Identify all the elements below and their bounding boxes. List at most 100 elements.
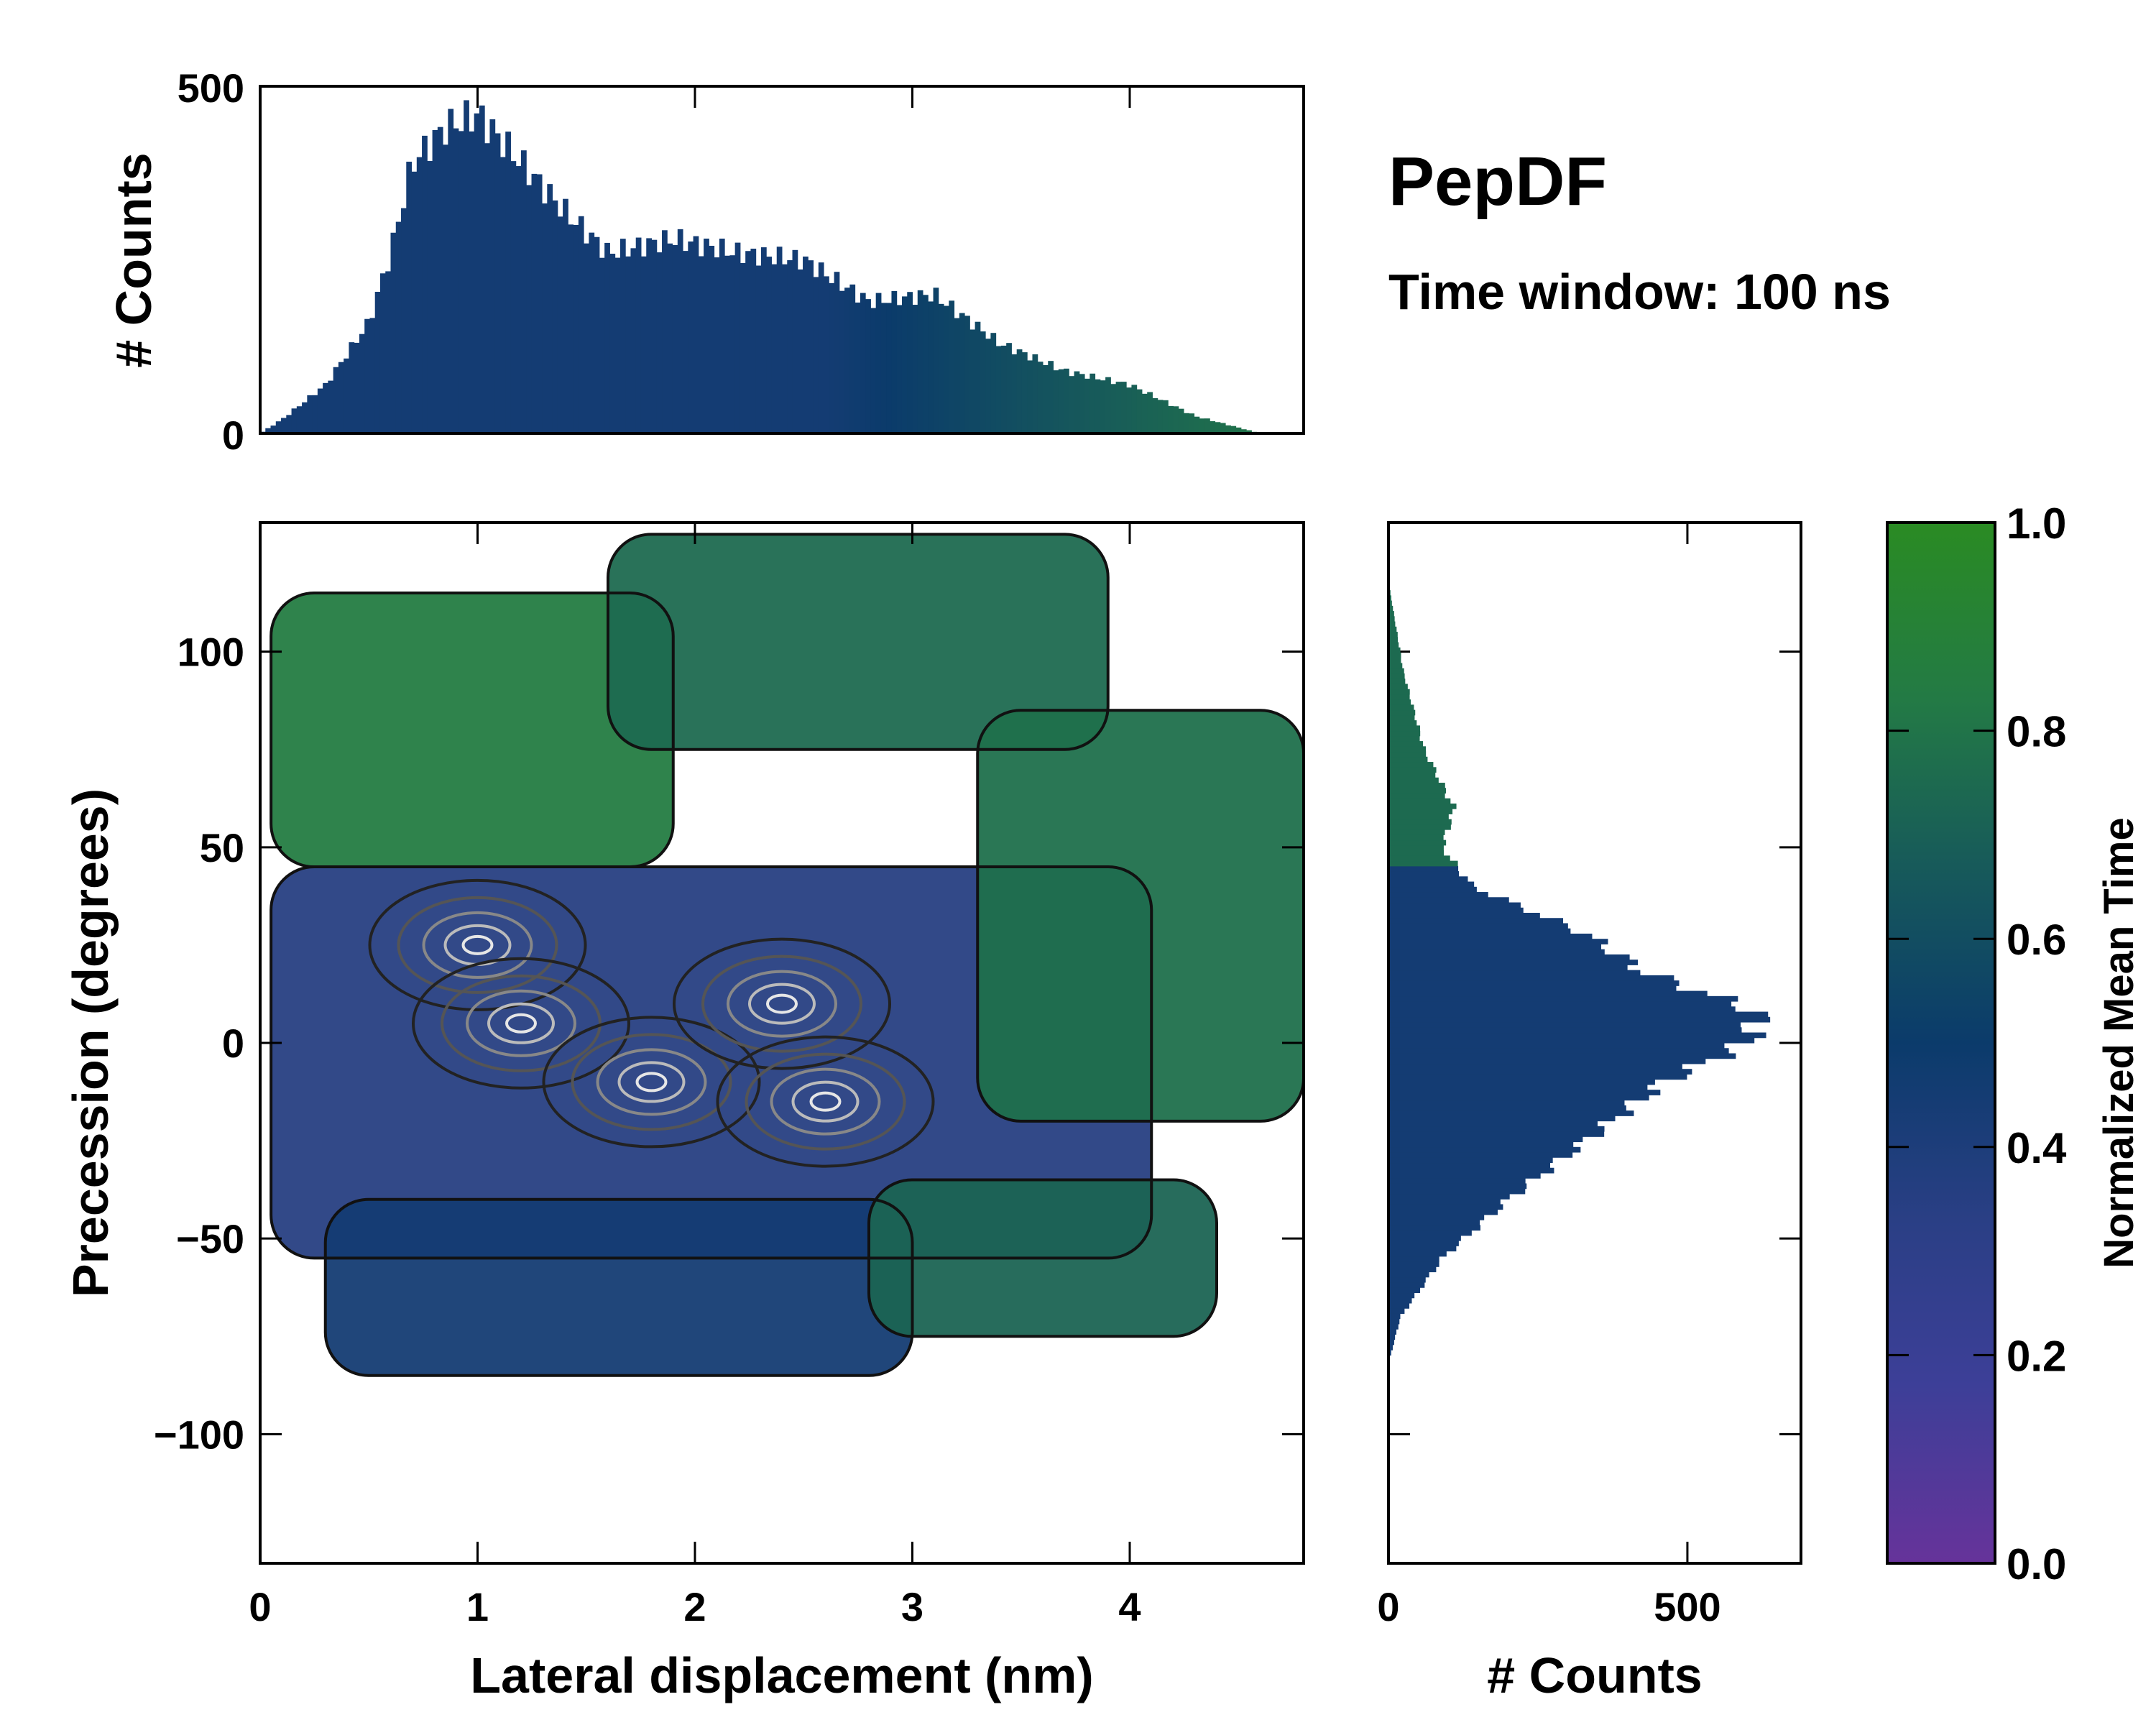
top-histogram-bar-37 bbox=[453, 128, 459, 433]
top-histogram-bar-48 bbox=[510, 161, 517, 433]
right-histogram-bar-139 bbox=[1388, 834, 1444, 841]
right-histogram-bar-164 bbox=[1388, 704, 1414, 711]
top-histogram-bar-124 bbox=[907, 292, 913, 433]
top-histogram-bar-154 bbox=[1064, 368, 1069, 433]
top-histogram-bar-80 bbox=[677, 229, 683, 433]
right-histogram-bar-86 bbox=[1388, 1110, 1634, 1116]
top-histogram-bar-117 bbox=[870, 308, 877, 433]
top-histogram-bar-3 bbox=[275, 421, 282, 433]
right-histogram-bar-97 bbox=[1388, 1053, 1736, 1059]
right-histogram-bar-69 bbox=[1388, 1199, 1501, 1205]
right-histogram-bar-114 bbox=[1388, 965, 1628, 971]
top-histogram-bar-81 bbox=[683, 251, 688, 433]
top-histogram-bar-99 bbox=[776, 247, 783, 433]
main-x-tick-label-3: 3 bbox=[901, 1584, 923, 1629]
top-histogram-bar-106 bbox=[813, 277, 819, 433]
right-histogram-bar-178 bbox=[1388, 632, 1398, 638]
right-histogram-bar-74 bbox=[1388, 1173, 1541, 1179]
top-histogram-bar-30 bbox=[416, 157, 423, 433]
top-histogram-bar-84 bbox=[698, 256, 704, 433]
top-histogram-bar-135 bbox=[964, 316, 970, 433]
right-histogram-bar-102 bbox=[1388, 1027, 1742, 1034]
top-histogram-bar-101 bbox=[787, 260, 793, 433]
top-histogram-bar-155 bbox=[1069, 376, 1075, 433]
top-histogram-bar-63 bbox=[589, 232, 595, 433]
top-histogram-bar-53 bbox=[536, 174, 543, 433]
right-histogram-bar-47 bbox=[1388, 1313, 1401, 1320]
top-histogram-bar-141 bbox=[995, 346, 1002, 433]
density-contour-5-4 bbox=[791, 1080, 860, 1123]
right-histogram-bar-71 bbox=[1388, 1188, 1526, 1195]
top-histogram-bar-82 bbox=[688, 242, 694, 433]
top-histogram-bar-140 bbox=[990, 333, 997, 433]
density-contour-4-3 bbox=[727, 970, 837, 1038]
right-histogram-bar-136 bbox=[1388, 850, 1445, 856]
top-histogram-bar-161 bbox=[1100, 380, 1106, 433]
top-histogram-bar-33 bbox=[432, 129, 438, 433]
main-y-tick-label-1: 50 bbox=[200, 825, 244, 870]
top-histogram-bar-4 bbox=[281, 418, 287, 433]
right-histogram-bar-148 bbox=[1388, 788, 1447, 794]
chart-subtitle: Time window: 100 ns bbox=[1388, 264, 1891, 320]
top-histogram-bar-130 bbox=[938, 303, 944, 433]
top-histogram-bar-38 bbox=[458, 131, 464, 433]
right-histogram-bar-50 bbox=[1388, 1297, 1412, 1304]
right-histogram-bar-95 bbox=[1388, 1063, 1682, 1070]
top-histogram-bar-102 bbox=[792, 249, 798, 433]
right-histogram-bar-57 bbox=[1388, 1261, 1439, 1267]
top-histogram-bar-65 bbox=[599, 257, 605, 433]
top-histogram-ticks: 0 500 bbox=[178, 65, 1304, 458]
top-histogram-bar-52 bbox=[531, 173, 538, 433]
right-histogram-bar-58 bbox=[1388, 1256, 1439, 1262]
right-histogram-bar-119 bbox=[1388, 939, 1608, 944]
density-contour-2-2 bbox=[441, 974, 602, 1072]
density-contour-2-1 bbox=[412, 957, 630, 1090]
main-y-tick-label-0: 100 bbox=[178, 630, 244, 675]
right-histogram-bar-135 bbox=[1388, 855, 1450, 862]
top-histogram-bar-85 bbox=[704, 238, 709, 433]
top-histogram-bar-18 bbox=[354, 342, 360, 433]
top-histogram-bar-171 bbox=[1152, 397, 1158, 433]
top-histogram-bar-136 bbox=[969, 329, 976, 433]
main-x-axis-label: Lateral displacement (nm) bbox=[470, 1647, 1093, 1703]
top-histogram-bar-181 bbox=[1204, 418, 1210, 433]
right-histogram-bar-73 bbox=[1388, 1178, 1526, 1184]
right-histogram-bar-52 bbox=[1388, 1287, 1421, 1294]
top-histogram-bar-90 bbox=[729, 255, 736, 433]
right-histogram-bar-145 bbox=[1388, 803, 1457, 809]
top-histogram-bar-177 bbox=[1184, 413, 1189, 433]
right-histogram-bar-59 bbox=[1388, 1251, 1447, 1257]
density-contour-4-1 bbox=[673, 937, 891, 1070]
right-histogram-bar-112 bbox=[1388, 975, 1674, 981]
top-histogram-bar-187 bbox=[1235, 427, 1242, 433]
right-histogram-bar-184 bbox=[1388, 600, 1392, 607]
top-histogram-bar-121 bbox=[891, 290, 898, 433]
top-histogram-bar-13 bbox=[328, 380, 334, 433]
right-histogram-bar-142 bbox=[1388, 819, 1452, 825]
top-histogram-bar-88 bbox=[719, 238, 725, 433]
right-histogram-bar-80 bbox=[1388, 1141, 1574, 1148]
heatmap-region-1 bbox=[271, 867, 1152, 1259]
right-histogram-bar-109 bbox=[1388, 990, 1708, 997]
right-histogram-bar-68 bbox=[1388, 1204, 1503, 1210]
right-histogram-bar-162 bbox=[1388, 714, 1415, 721]
right-histogram-bar-107 bbox=[1388, 1001, 1732, 1007]
top-histogram-bar-174 bbox=[1168, 405, 1174, 433]
top-histogram-bar-15 bbox=[338, 362, 344, 433]
right-histogram: 0 500 # Counts bbox=[1377, 521, 1802, 1703]
top-histogram-bar-6 bbox=[291, 408, 298, 433]
right-histogram-bar-147 bbox=[1388, 793, 1445, 799]
right-histogram-bar-60 bbox=[1388, 1246, 1457, 1252]
colorbar-tick-label-1: 0.2 bbox=[2007, 1332, 2066, 1380]
top-histogram-bar-163 bbox=[1110, 384, 1117, 433]
top-histogram-bar-166 bbox=[1126, 387, 1132, 433]
top-histogram-bar-47 bbox=[505, 132, 511, 433]
top-histogram-bar-27 bbox=[401, 208, 407, 433]
density-contour-3-1 bbox=[542, 1016, 761, 1149]
top-histogram-bar-10 bbox=[312, 395, 318, 433]
top-histogram-bar-34 bbox=[437, 126, 443, 433]
right-histogram-bar-158 bbox=[1388, 735, 1420, 742]
top-histogram-bar-138 bbox=[980, 331, 986, 433]
top-histogram-bar-110 bbox=[834, 272, 840, 433]
